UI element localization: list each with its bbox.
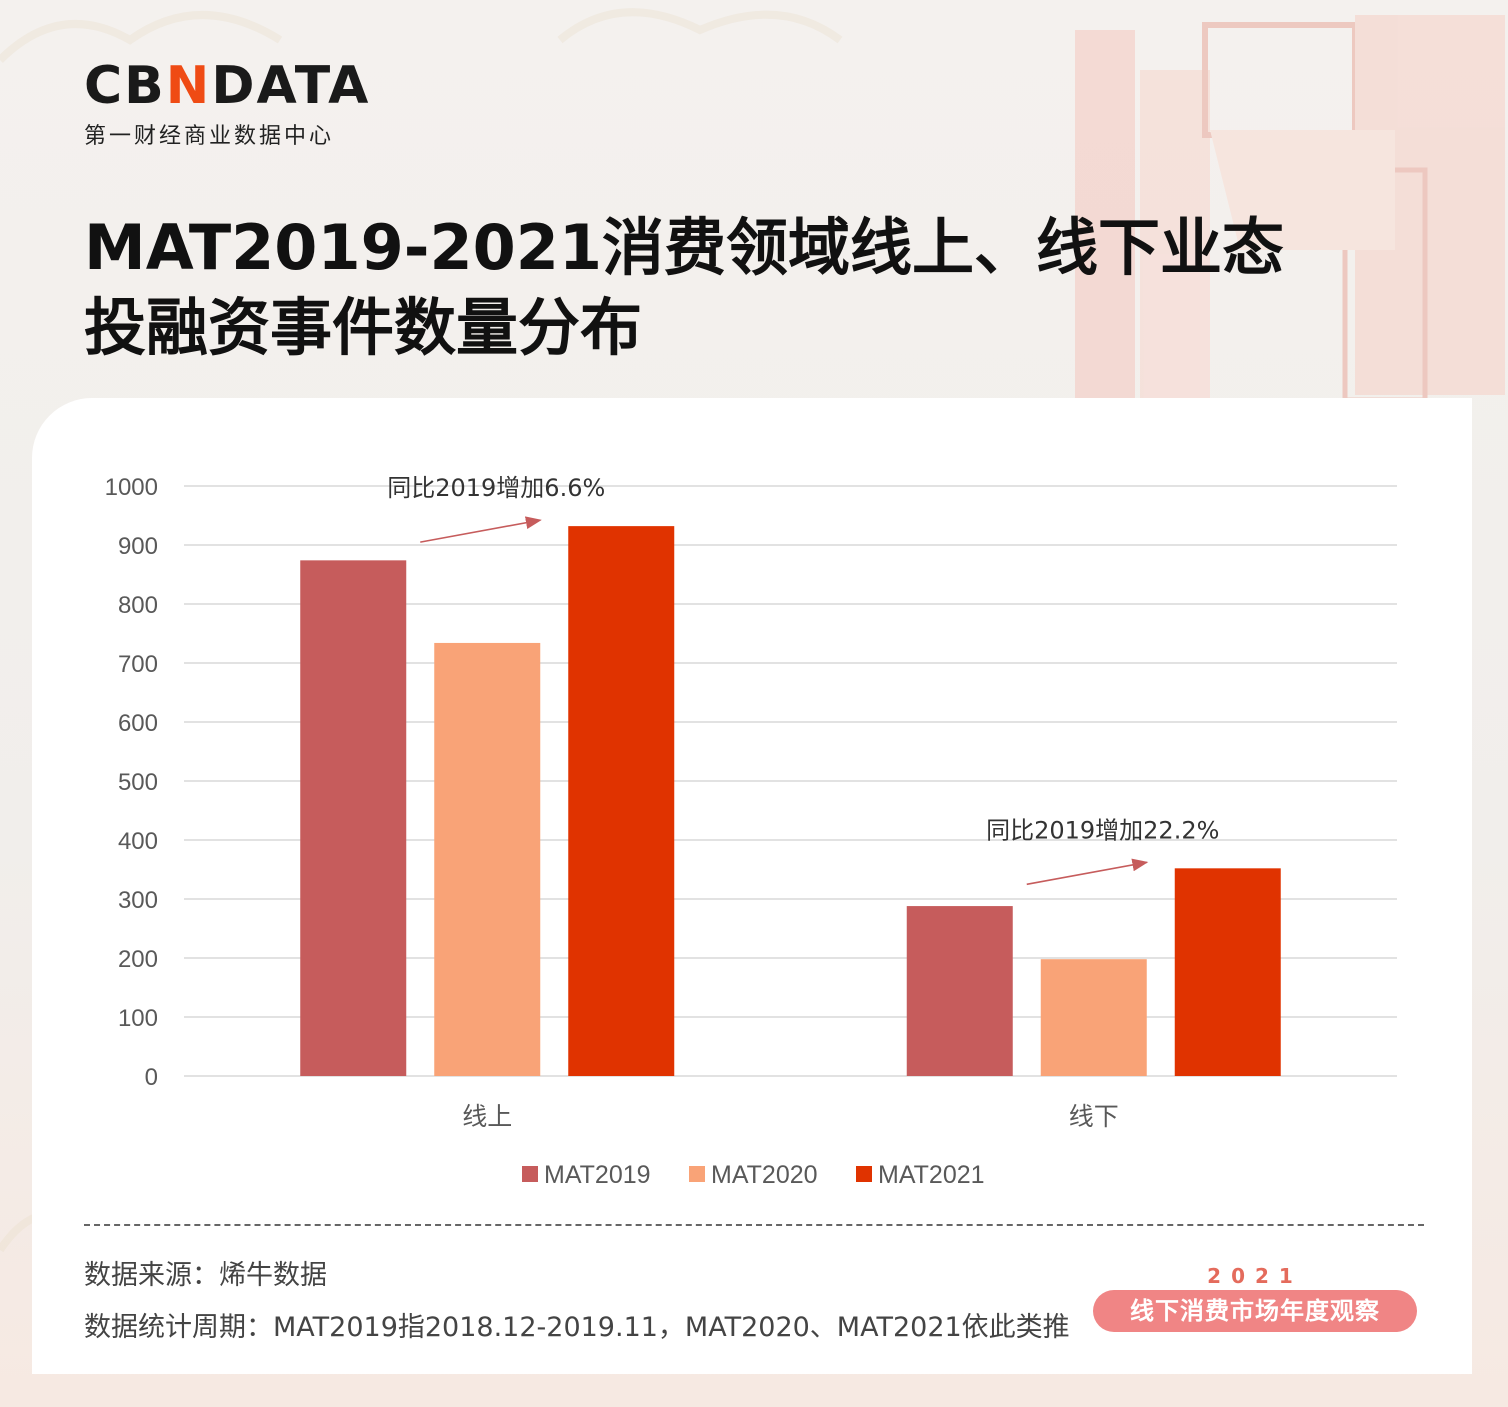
data-source-note: 数据来源：烯牛数据 xyxy=(84,1260,327,1291)
y-tick-label: 500 xyxy=(118,769,158,796)
logo-mark: N xyxy=(165,56,212,116)
y-tick-label: 0 xyxy=(145,1064,158,1091)
x-category-label: 线上 xyxy=(462,1102,512,1131)
badge-year: 2021 xyxy=(1207,1264,1303,1288)
annotation-label: 同比2019增加22.2% xyxy=(986,816,1219,844)
legend-swatch xyxy=(522,1166,538,1182)
logo-wordmark: CBNDATA xyxy=(84,56,371,116)
bar xyxy=(568,526,675,1076)
y-tick-label: 1000 xyxy=(105,474,158,501)
legend-label: MAT2020 xyxy=(711,1161,818,1189)
bar xyxy=(1174,868,1281,1076)
bar xyxy=(1040,959,1147,1076)
legend-label: MAT2019 xyxy=(544,1161,651,1189)
x-category-label: 线下 xyxy=(1069,1102,1119,1131)
y-tick-label: 300 xyxy=(118,887,158,914)
legend-swatch xyxy=(856,1166,872,1182)
legend-swatch xyxy=(689,1166,705,1182)
bar xyxy=(300,560,407,1076)
y-tick-label: 200 xyxy=(118,946,158,973)
y-tick-label: 100 xyxy=(118,1005,158,1032)
annotation-arrow xyxy=(1026,858,1149,886)
y-tick-label: 400 xyxy=(118,828,158,855)
bar xyxy=(434,642,541,1076)
report-badge: 2021 线下消费市场年度观察 xyxy=(1085,1262,1425,1340)
footer-divider xyxy=(84,1224,1424,1226)
annotation-label: 同比2019增加6.6% xyxy=(387,474,605,502)
y-tick-label: 700 xyxy=(118,651,158,678)
badge-label: 线下消费市场年度观察 xyxy=(1093,1290,1417,1332)
y-tick-label: 900 xyxy=(118,533,158,560)
y-tick-label: 800 xyxy=(118,592,158,619)
legend-label: MAT2021 xyxy=(878,1161,985,1189)
logo-subtitle: 第一财经商业数据中心 xyxy=(84,124,335,149)
page-title: MAT2019-2021消费领域线上、线下业态投融资事件数量分布 xyxy=(84,211,1285,364)
brand-logo: CBNDATA 第一财经商业数据中心 xyxy=(84,58,370,150)
annotation-arrow xyxy=(420,516,542,543)
y-tick-label: 600 xyxy=(118,710,158,737)
data-period-note: 数据统计周期：MAT2019指2018.12-2019.11，MAT2020、M… xyxy=(84,1312,1070,1343)
bar xyxy=(906,906,1013,1076)
